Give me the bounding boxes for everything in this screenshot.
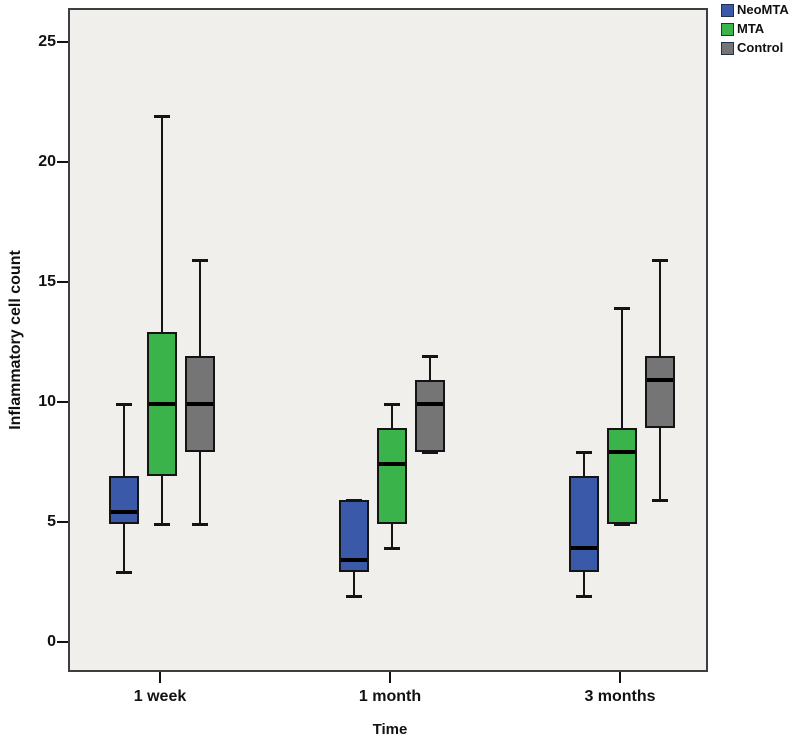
legend-swatch-control xyxy=(721,41,734,55)
control-3-months-whisker-cap-min xyxy=(652,499,668,502)
x-tick-mark xyxy=(619,672,621,683)
legend-swatch-mta xyxy=(721,22,734,36)
y-axis-title: Inflammatory cell count xyxy=(0,8,32,672)
legend-label-mta: MTA xyxy=(737,21,765,36)
x-tick-mark xyxy=(389,672,391,683)
control-3-months-whisker-cap-max xyxy=(652,259,668,262)
mta-3-months-box xyxy=(607,428,637,524)
y-tick-mark xyxy=(57,521,68,523)
neomta-3-months-whisker-cap-min xyxy=(576,595,592,598)
control-3-months-box xyxy=(645,356,675,428)
y-tick-label-5: 5 xyxy=(47,513,56,530)
y-tick-label-25: 25 xyxy=(38,33,56,50)
y-tick-mark xyxy=(57,161,68,163)
control-1-month-median-line xyxy=(417,402,443,406)
plot-area xyxy=(68,8,708,672)
control-3-months-median-line xyxy=(647,378,673,382)
neomta-1-month-median-line xyxy=(341,558,367,562)
x-tick-label-1-month: 1 month xyxy=(358,688,422,705)
control-1-week-whisker-cap-max xyxy=(192,259,208,262)
mta-1-month-median-line xyxy=(379,462,405,466)
x-tick-label-3-months: 3 months xyxy=(584,688,656,705)
y-tick-label-15: 15 xyxy=(38,273,56,290)
legend-entry-neomta: NeoMTA xyxy=(721,3,789,17)
mta-3-months-whisker-cap-min xyxy=(614,523,630,526)
mta-3-months-whisker-cap-max xyxy=(614,307,630,310)
control-1-week-whisker-cap-min xyxy=(192,523,208,526)
neomta-1-week-box xyxy=(109,476,139,524)
mta-1-month-whisker-cap-max xyxy=(384,403,400,406)
neomta-1-month-whisker-cap-min xyxy=(346,595,362,598)
control-1-month-whisker-cap-max xyxy=(422,355,438,358)
legend-label-control: Control xyxy=(737,40,784,55)
neomta-1-week-whisker-cap-max xyxy=(116,403,132,406)
mta-1-month-whisker-cap-min xyxy=(384,547,400,550)
y-tick-label-10: 10 xyxy=(38,393,56,410)
mta-1-week-whisker-line xyxy=(161,116,163,524)
mta-3-months-whisker-line xyxy=(621,308,623,524)
mta-1-week-median-line xyxy=(149,402,175,406)
y-tick-label-0: 0 xyxy=(47,633,56,650)
y-tick-mark xyxy=(57,401,68,403)
control-1-month-box xyxy=(415,380,445,452)
control-1-month-whisker-cap-min xyxy=(422,451,438,454)
y-tick-mark xyxy=(57,41,68,43)
legend: NeoMTA MTA Control xyxy=(721,3,789,60)
legend-entry-mta: MTA xyxy=(721,22,789,36)
neomta-1-week-whisker-cap-min xyxy=(116,571,132,574)
mta-3-months-median-line xyxy=(609,450,635,454)
mta-1-week-whisker-cap-max xyxy=(154,115,170,118)
mta-1-week-whisker-cap-min xyxy=(154,523,170,526)
neomta-3-months-whisker-cap-max xyxy=(576,451,592,454)
y-tick-label-20: 20 xyxy=(38,153,56,170)
neomta-1-week-median-line xyxy=(111,510,137,514)
neomta-3-months-box xyxy=(569,476,599,572)
x-tick-label-1-week: 1 week xyxy=(133,688,187,705)
y-tick-mark xyxy=(57,641,68,643)
neomta-3-months-median-line xyxy=(571,546,597,550)
x-axis-title: Time xyxy=(372,721,408,738)
control-1-week-median-line xyxy=(187,402,213,406)
legend-entry-control: Control xyxy=(721,41,789,55)
x-tick-mark xyxy=(159,672,161,683)
legend-label-neomta: NeoMTA xyxy=(737,2,789,17)
mta-1-month-box xyxy=(377,428,407,524)
legend-swatch-neomta xyxy=(721,3,734,17)
y-tick-mark xyxy=(57,281,68,283)
